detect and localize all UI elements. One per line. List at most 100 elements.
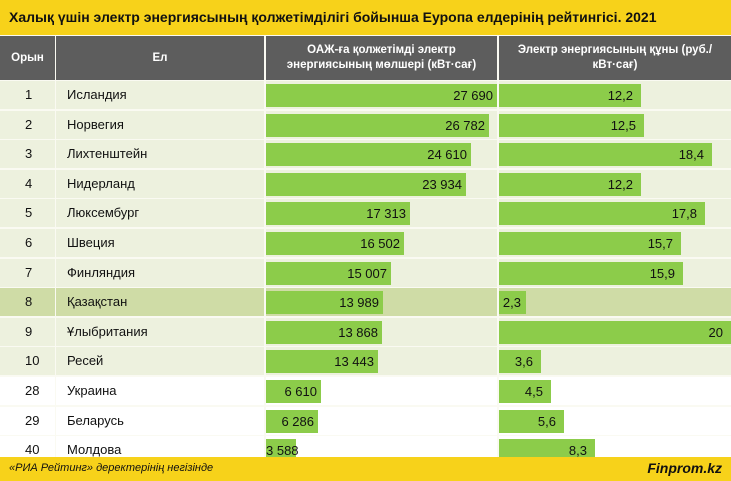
price-bar — [499, 320, 731, 344]
price-value-label: 15,7 — [647, 236, 673, 251]
country-cell: Исландия — [56, 81, 264, 109]
rank-cell: 8 — [0, 288, 55, 317]
rank-cell: 29 — [0, 406, 55, 435]
price-cell: 18,4 — [499, 140, 731, 169]
table-row: 9 Ұлыбритания 13 868 20 — [0, 317, 731, 346]
price-cell: 20 — [499, 317, 731, 346]
price-bar — [499, 439, 595, 463]
price-value-label: 8,3 — [568, 443, 587, 459]
rank-cell: 4 — [0, 169, 55, 198]
table-row: 10 Ресей 13 443 3,6 — [0, 347, 731, 376]
price-cell: 15,9 — [499, 258, 731, 287]
brand-logo: Finprom.kz — [647, 460, 722, 476]
kwh-value-label: 24 610 — [427, 147, 467, 163]
price-value-label: 3,6 — [514, 354, 533, 370]
header-price: Электр энергиясының құны (руб./кВт·сағ) — [499, 36, 731, 80]
kwh-cell: 13 443 — [266, 347, 497, 376]
country-cell: Ұлыбритания — [56, 317, 264, 346]
price-cell: 3,6 — [499, 347, 731, 376]
price-value-label: 15,9 — [649, 265, 675, 281]
kwh-value-label: 6 610 — [284, 384, 317, 399]
price-bar — [499, 291, 526, 315]
rank-cell: 2 — [0, 110, 55, 139]
kwh-bar — [266, 202, 410, 226]
price-cell: 17,8 — [499, 199, 731, 228]
table-row: 5 Люксембург 17 313 17,8 — [0, 199, 731, 228]
kwh-cell: 24 610 — [266, 140, 497, 169]
kwh-bar — [266, 261, 391, 285]
country-cell: Ресей — [56, 347, 264, 376]
country-cell: Люксембург — [56, 199, 264, 228]
rank-cell: 7 — [0, 258, 55, 287]
country-cell: Лихтенштейн — [56, 140, 264, 169]
kwh-cell: 6 610 — [266, 377, 497, 405]
price-value-label: 2,3 — [502, 295, 521, 311]
price-cell: 12,2 — [499, 169, 731, 198]
kwh-bar — [266, 232, 404, 255]
country-cell: Норвегия — [56, 110, 264, 139]
kwh-bar — [266, 439, 296, 463]
kwh-value-label: 17 313 — [366, 206, 406, 222]
kwh-cell: 26 782 — [266, 110, 497, 139]
price-bar — [499, 143, 712, 167]
table-row: 8 Қазақстан 13 989 2,3 — [0, 288, 731, 317]
kwh-value-label: 3 588 — [266, 443, 299, 459]
price-bar — [499, 202, 705, 226]
kwh-value-label: 13 989 — [339, 295, 379, 311]
rank-cell: 1 — [0, 81, 55, 109]
table-row: 4 Нидерланд 23 934 12,2 — [0, 169, 731, 198]
price-bar — [499, 261, 683, 285]
kwh-bar — [266, 84, 497, 107]
kwh-bar — [266, 380, 321, 403]
table-header: Орын Ел ОАЖ-ға қолжетімді электр энергия… — [0, 36, 731, 80]
price-value-label: 12,2 — [607, 176, 633, 192]
kwh-cell: 15 007 — [266, 258, 497, 287]
table-row: 28 Украина 6 610 4,5 — [0, 377, 731, 405]
kwh-cell: 13 868 — [266, 317, 497, 346]
price-value-label: 5,6 — [537, 413, 556, 429]
rank-cell: 28 — [0, 377, 55, 405]
price-value-label: 12,2 — [607, 88, 633, 103]
title-bar: Халық үшін электр энергиясының қолжетімд… — [0, 0, 731, 35]
table-row: 3 Лихтенштейн 24 610 18,4 — [0, 140, 731, 169]
kwh-value-label: 23 934 — [422, 176, 462, 192]
table-row: 6 Швеция 16 502 15,7 — [0, 229, 731, 257]
price-value-label: 18,4 — [678, 147, 704, 163]
kwh-bar — [266, 320, 382, 344]
rank-cell: 3 — [0, 140, 55, 169]
price-bar — [499, 172, 641, 196]
chart-title: Халық үшін электр энергиясының қолжетімд… — [9, 9, 657, 25]
rank-cell: 5 — [0, 199, 55, 228]
kwh-value-label: 16 502 — [360, 236, 400, 251]
source-note: «РИА Рейтинг» деректерінің негізінде — [9, 462, 214, 474]
price-value-label: 17,8 — [671, 206, 697, 222]
kwh-cell: 16 502 — [266, 229, 497, 257]
kwh-cell: 6 286 — [266, 406, 497, 435]
country-cell: Нидерланд — [56, 169, 264, 198]
price-cell: 12,2 — [499, 81, 731, 109]
price-cell: 5,6 — [499, 406, 731, 435]
price-cell: 4,5 — [499, 377, 731, 405]
table-row: 1 Исландия 27 690 12,2 — [0, 81, 731, 109]
price-bar — [499, 113, 644, 137]
kwh-value-label: 27 690 — [453, 88, 493, 103]
price-cell: 2,3 — [499, 288, 731, 317]
kwh-bar — [266, 113, 489, 137]
country-cell: Украина — [56, 377, 264, 405]
table-row: 29 Беларусь 6 286 5,6 — [0, 406, 731, 435]
kwh-bar — [266, 172, 466, 196]
rank-cell: 10 — [0, 347, 55, 376]
price-bar — [499, 84, 641, 107]
kwh-value-label: 26 782 — [445, 117, 485, 133]
kwh-bar — [266, 291, 383, 315]
price-cell: 12,5 — [499, 110, 731, 139]
header-country: Ел — [56, 36, 264, 80]
table-row: 2 Норвегия 26 782 12,5 — [0, 110, 731, 139]
price-value-label: 4,5 — [524, 384, 543, 399]
price-bar — [499, 232, 681, 255]
price-bar — [499, 350, 541, 374]
price-value-label: 20 — [708, 324, 723, 340]
kwh-value-label: 13 868 — [338, 324, 378, 340]
table-row: 7 Финляндия 15 007 15,9 — [0, 258, 731, 287]
